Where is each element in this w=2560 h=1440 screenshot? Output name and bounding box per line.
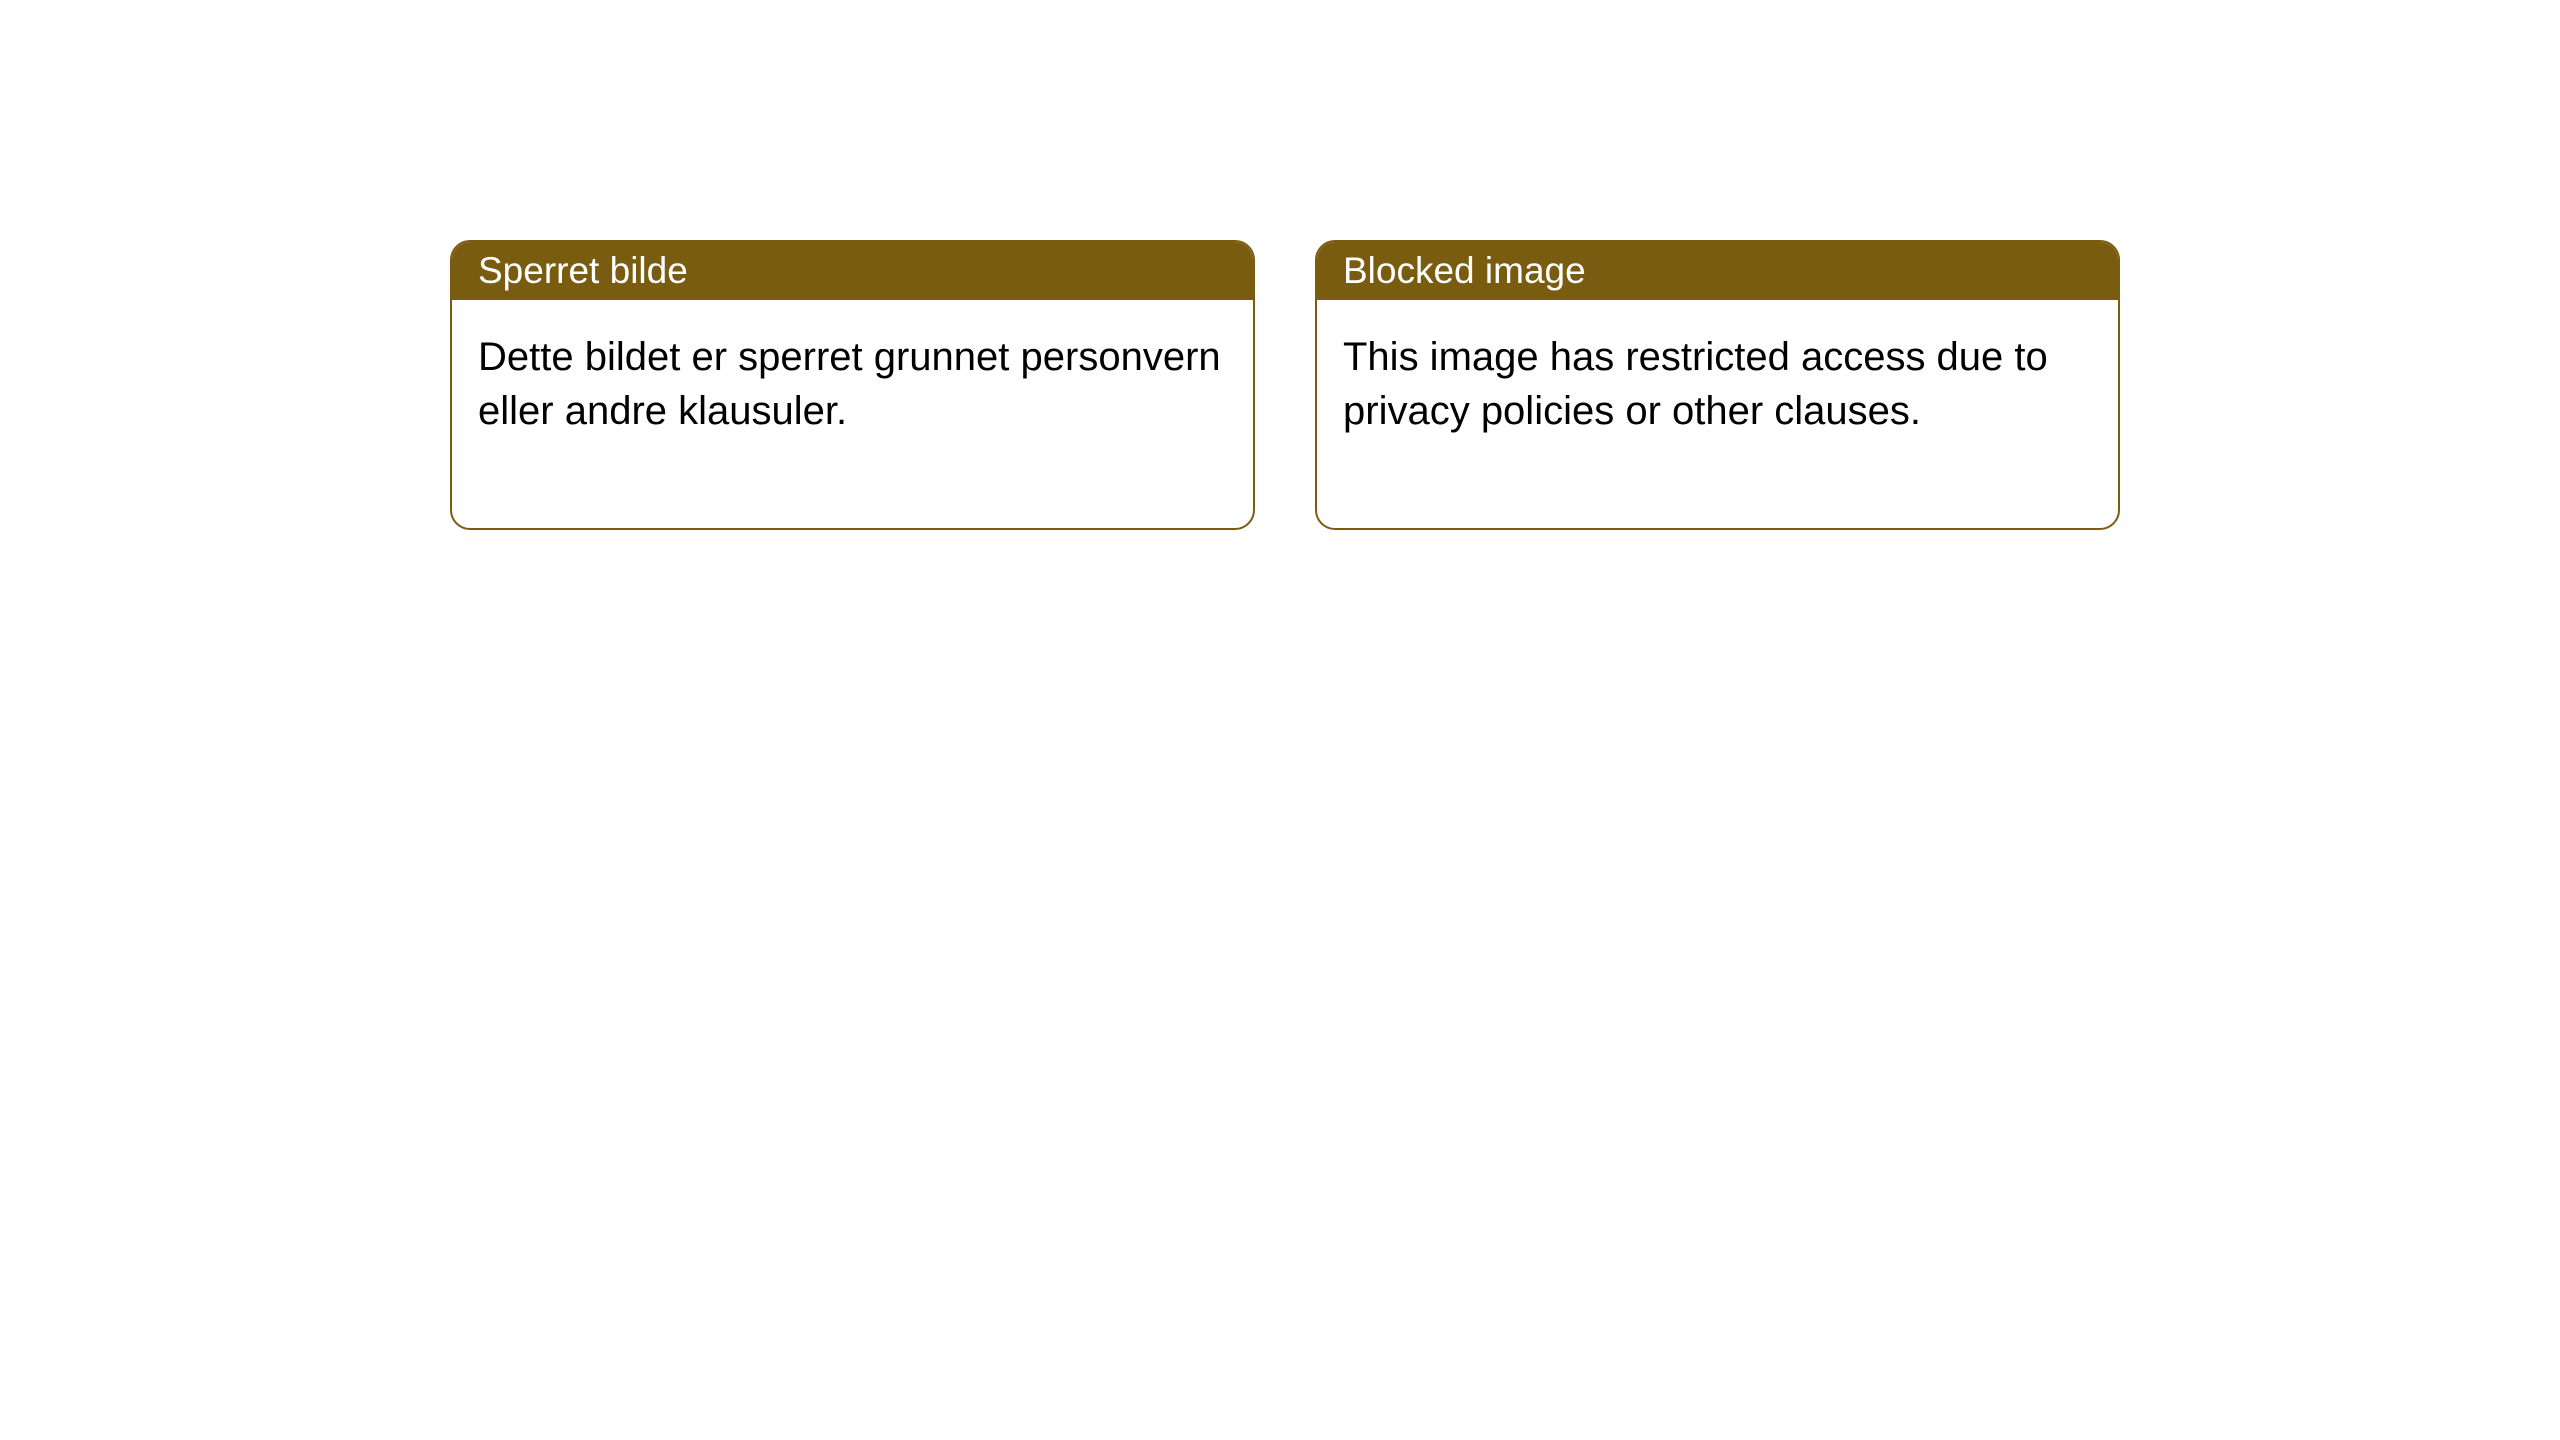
card-body-norwegian: Dette bildet er sperret grunnet personve… xyxy=(452,300,1253,528)
card-body-english: This image has restricted access due to … xyxy=(1317,300,2118,528)
card-norwegian: Sperret bilde Dette bildet er sperret gr… xyxy=(450,240,1255,530)
card-header-english: Blocked image xyxy=(1317,242,2118,300)
card-english: Blocked image This image has restricted … xyxy=(1315,240,2120,530)
card-header-norwegian: Sperret bilde xyxy=(452,242,1253,300)
cards-container: Sperret bilde Dette bildet er sperret gr… xyxy=(450,240,2120,530)
